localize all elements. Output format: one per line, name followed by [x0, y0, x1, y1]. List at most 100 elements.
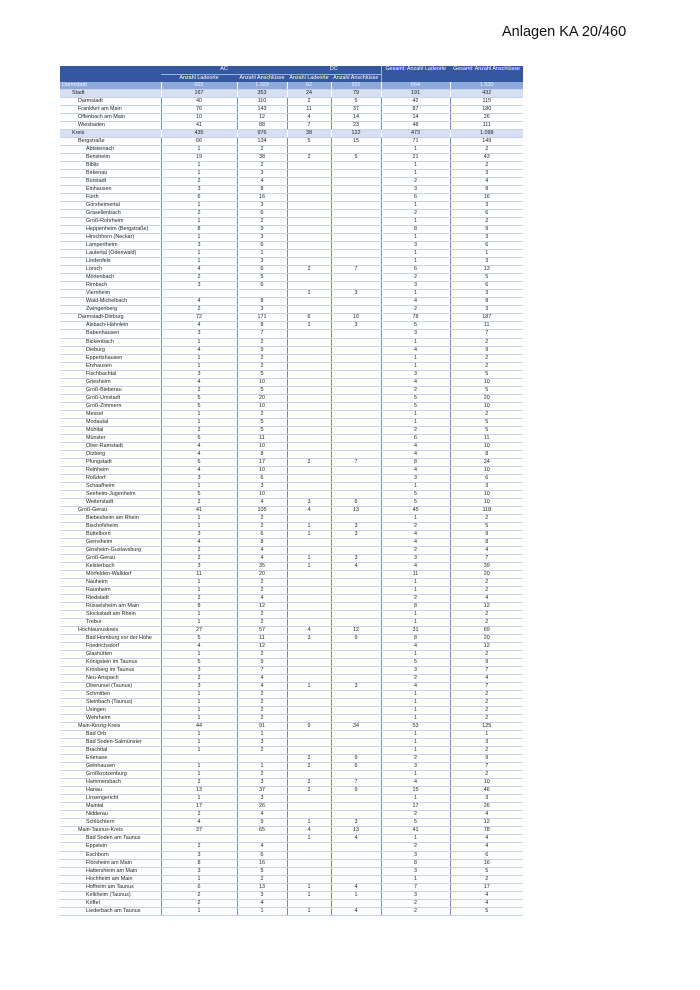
cell-dc-ports: [330, 706, 382, 716]
cell-dc-ports: [330, 169, 382, 179]
cell-dc-sites: [286, 650, 331, 660]
cell-ac-ports: 143: [236, 105, 287, 115]
cell-total-ports: 2: [449, 698, 524, 708]
cell-dc-sites: 4: [286, 113, 331, 123]
table-row: Brachttal 1 2 1 2: [60, 746, 524, 756]
cell-ac-sites: 2: [160, 554, 237, 563]
cell-ac-ports: 4: [236, 810, 287, 820]
row-label: Groß-Zimmern: [60, 402, 161, 411]
row-label: Eppstein: [60, 842, 161, 852]
cell-dc-ports: [330, 474, 382, 483]
cell-total-ports: 4: [449, 834, 524, 844]
header-total-ports: Gesamt: Anzahl Anschlüsse: [450, 66, 524, 82]
cell-dc-ports: 7: [330, 458, 382, 467]
cell-dc-ports: [330, 618, 382, 628]
cell-dc-ports: [330, 297, 382, 307]
cell-dc-sites: [286, 602, 331, 612]
cell-total-ports: 78: [449, 826, 524, 836]
row-label: Hochtaunuskreis: [60, 626, 161, 636]
cell-dc-sites: [286, 450, 331, 459]
cell-total-sites: 4: [380, 778, 451, 788]
cell-ac-ports: 2: [236, 618, 287, 628]
cell-total-sites: 1: [380, 169, 451, 179]
cell-ac-ports: 4: [236, 554, 287, 563]
cell-total-sites: 8: [380, 859, 451, 868]
cell-dc-sites: [286, 538, 331, 547]
cell-dc-ports: 4: [330, 562, 382, 571]
row-label: Mühltal: [60, 426, 161, 435]
cell-total-sites: 5: [380, 818, 451, 828]
cell-dc-ports: 15: [330, 137, 382, 147]
cell-ac-ports: 6: [236, 474, 287, 483]
table-row: Hochtaunuskreis 27 57 4 12 31 69: [60, 626, 524, 636]
cell-total-ports: 7: [449, 554, 524, 563]
row-label: Heppenheim (Bergstraße): [60, 225, 161, 235]
table-row: Gelnhausen 1 1 2 6 3 7: [60, 762, 524, 772]
cell-ac-sites: 10: [160, 113, 237, 123]
cell-dc-ports: [330, 746, 382, 756]
cell-dc-sites: 2: [286, 762, 331, 772]
cell-total-ports: 69: [449, 626, 524, 636]
row-label: Trebur: [60, 618, 161, 628]
row-label: Mörlenbach: [60, 273, 161, 283]
cell-dc-ports: 12: [330, 626, 382, 636]
cell-dc-sites: [286, 354, 331, 363]
row-label: Bad Orb: [60, 730, 161, 740]
cell-total-ports: 10: [449, 498, 524, 507]
row-label: Groß-Gerau: [60, 554, 161, 563]
cell-total-ports: 7: [449, 329, 524, 339]
cell-total-ports: 6: [449, 241, 524, 251]
row-label: Pfungstadt: [60, 458, 161, 467]
cell-ac-sites: 37: [160, 826, 237, 836]
row-label: Bad Homburg vor der Höhe: [60, 634, 161, 644]
cell-dc-sites: 1: [286, 818, 331, 828]
row-label: Nidderau: [60, 810, 161, 820]
cell-dc-sites: [286, 442, 331, 451]
row-label: Bad Soden-Salmünster: [60, 738, 161, 748]
table-row: Bad Soden am Taunus 1 4 1 4: [60, 834, 524, 844]
row-label: Darmstadt-Dieburg: [60, 313, 161, 323]
cell-ac-sites: 1: [160, 338, 237, 347]
cell-ac-ports: 2: [236, 706, 287, 716]
cell-total-sites: 4: [380, 466, 451, 475]
row-label: Kelkheim (Taunus): [60, 891, 161, 900]
cell-total-sites: 1: [380, 362, 451, 371]
cell-ac-sites: 2: [160, 899, 237, 908]
cell-ac-sites: 3: [160, 241, 237, 251]
cell-total-sites: 1: [380, 145, 451, 155]
cell-total-ports: 5: [449, 418, 524, 427]
row-label: Kriftel: [60, 899, 161, 908]
cell-total-ports: 8: [449, 450, 524, 459]
cell-total-ports: 5: [449, 867, 524, 876]
row-label: Kelsterbach: [60, 562, 161, 571]
cell-ac-sites: 11: [160, 570, 237, 579]
row-label: Erlensee: [60, 754, 161, 764]
table-row: Biblis 1 2 1 2: [60, 161, 524, 171]
cell-total-ports: 2: [449, 354, 524, 363]
cell-ac-ports: 3: [236, 794, 287, 804]
cell-total-ports: 10: [449, 442, 524, 451]
cell-dc-sites: [286, 746, 331, 756]
cell-total-ports: 5: [449, 426, 524, 435]
row-label: Liederbach am Taunus: [60, 907, 161, 916]
row-label: Eschborn: [60, 851, 161, 860]
cell-total-sites: 3: [380, 762, 451, 772]
cell-dc-sites: 1: [286, 522, 331, 531]
cell-dc-sites: [286, 770, 331, 780]
row-label: Rimbach: [60, 281, 161, 291]
cell-total-sites: 2: [380, 842, 451, 852]
header-dc: DC: [287, 66, 382, 75]
cell-total-ports: 12: [449, 602, 524, 612]
cell-ac-ports: 134: [236, 137, 287, 147]
cell-ac-sites: 3: [160, 329, 237, 339]
cell-total-sites: 1: [380, 586, 451, 596]
cell-ac-ports: 3: [236, 482, 287, 491]
cell-ac-sites: 3: [160, 867, 237, 876]
cell-ac-ports: 10: [236, 402, 287, 411]
cell-total-sites: 7: [380, 883, 451, 892]
cell-dc-ports: 34: [330, 722, 382, 732]
cell-total-sites: 1: [380, 610, 451, 620]
cell-ac-ports: 110: [236, 97, 287, 107]
row-label: Oberursel (Taunus): [60, 682, 161, 692]
cell-ac-ports: 4: [236, 682, 287, 692]
